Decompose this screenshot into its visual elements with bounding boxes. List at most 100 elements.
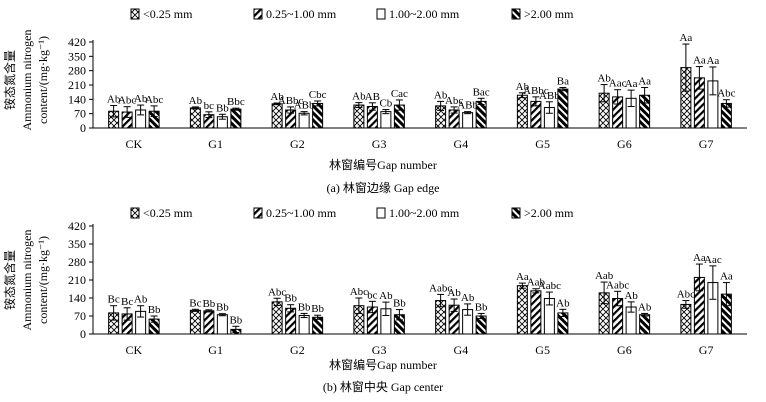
significance-label: Bb: [216, 302, 229, 314]
significance-label: Aa: [516, 271, 529, 283]
significance-label: Bb: [475, 301, 488, 313]
significance-label: Ab: [189, 95, 203, 107]
significance-label: ABbc: [278, 95, 304, 107]
bar: [516, 94, 528, 129]
significance-label: Abc: [118, 95, 136, 107]
significance-label: Aa: [625, 78, 638, 90]
significance-label: Aa: [679, 32, 692, 44]
y-tick-label: 210: [68, 78, 86, 92]
y-tick-label: 0: [80, 121, 86, 135]
bar: [298, 314, 310, 335]
y-tick-label: 210: [68, 273, 86, 287]
y-axis-label-en-2: content/(mg·kg⁻¹): [36, 236, 50, 324]
legend: <0.25 mm 0.25~1.00 mm 1.00~2.00 mm >2.00…: [130, 206, 574, 220]
bar: [312, 102, 324, 129]
panel-b: <0.25 mm 0.25~1.00 mm 1.00~2.00 mm >2.00…: [2, 206, 747, 394]
category-label: G6: [617, 343, 632, 357]
legend-label: >2.00 mm: [524, 7, 574, 21]
significance-label: Abc: [445, 95, 463, 107]
significance-label: Aa: [720, 271, 733, 283]
bar: [298, 112, 310, 129]
legend-label: 0.25~1.00 mm: [266, 7, 337, 21]
category-label: G5: [535, 343, 550, 357]
significance-label: Ab: [270, 91, 284, 103]
significance-label: Ab: [461, 292, 475, 304]
legend-label: <0.25 mm: [143, 7, 193, 21]
significance-label: Bb: [229, 314, 242, 326]
significance-label: Aa: [693, 252, 706, 264]
bar: [530, 290, 542, 335]
category-label: G3: [372, 137, 387, 151]
significance-label: Bb: [298, 301, 311, 313]
significance-label: Ab: [597, 73, 611, 85]
category-label: G3: [372, 343, 387, 357]
legend-label: <0.25 mm: [143, 206, 193, 220]
significance-label: Ab: [379, 290, 393, 302]
significance-label: Bac: [473, 86, 490, 98]
legend-label: 0.25~1.00 mm: [266, 206, 337, 220]
significance-label: Bc: [189, 297, 201, 309]
significance-label: Ab: [624, 290, 638, 302]
category-label: G4: [454, 343, 469, 357]
legend-swatch: [130, 207, 140, 219]
y-tick-label: 140: [68, 92, 86, 106]
y-tick-label: 140: [68, 291, 86, 305]
significance-label: bc: [367, 289, 378, 301]
category-label: G7: [699, 343, 714, 357]
bar: [680, 303, 692, 335]
legend-swatch: [376, 8, 386, 20]
legend-swatch: [253, 207, 263, 219]
significance-label: Abc: [145, 94, 163, 106]
category-label: G1: [208, 343, 223, 357]
significance-label: Bb: [148, 304, 161, 316]
significance-label: Ab: [516, 81, 530, 93]
legend: <0.25 mm 0.25~1.00 mm 1.00~2.00 mm >2.00…: [130, 7, 574, 21]
category-label: G2: [290, 343, 305, 357]
category-label: G6: [617, 137, 632, 151]
category-label: G2: [290, 137, 305, 151]
significance-label: ABb: [457, 100, 478, 112]
significance-label: Ab: [638, 301, 652, 313]
bar: [216, 314, 228, 335]
significance-label: Ab: [134, 93, 148, 105]
significance-label: Bb: [284, 293, 297, 305]
category-label: G1: [208, 137, 223, 151]
significance-label: Bbc: [227, 96, 245, 108]
legend-swatch: [511, 8, 521, 20]
legend-swatch: [253, 8, 263, 20]
y-axis-label-en-1: Ammonium nitrogen: [20, 230, 34, 331]
bar: [475, 100, 487, 129]
bar: [353, 104, 365, 129]
significance-label: ABbc: [523, 85, 549, 97]
y-axis-label-cn: 铵态氮含量: [2, 50, 17, 110]
significance-label: Aabc: [606, 279, 629, 291]
y-tick-label: 0: [80, 327, 86, 341]
significance-label: Bb: [202, 298, 215, 310]
significance-label: ABb: [294, 100, 315, 112]
significance-label: Cbc: [309, 89, 327, 101]
bar: [516, 285, 528, 335]
legend-label: 1.00~2.00 mm: [389, 206, 460, 220]
legend-label: 1.00~2.00 mm: [389, 7, 460, 21]
significance-label: Aabc: [538, 280, 561, 292]
bar: [271, 301, 283, 335]
significance-label: Ab: [134, 294, 148, 306]
significance-label: Aac: [704, 254, 722, 266]
significance-label: Abc: [677, 289, 695, 301]
y-axis-label-en-1: Ammonium nitrogen: [20, 30, 34, 131]
panel-caption: (b) 林窗中央 Gap center: [323, 379, 443, 394]
significance-label: Aa: [693, 55, 706, 67]
x-axis-label: 林窗编号Gap number: [329, 357, 437, 372]
y-tick-label: 280: [68, 64, 86, 78]
significance-label: Ba: [557, 75, 569, 87]
significance-label: Aac: [609, 78, 627, 90]
significance-label: Cb: [379, 98, 392, 110]
y-tick-label: 420: [68, 35, 86, 49]
category-label: CK: [126, 343, 143, 357]
significance-label: Bb: [393, 298, 406, 310]
legend-swatch: [511, 207, 521, 219]
x-axis-label: 林窗编号Gap number: [329, 157, 437, 172]
significance-label: Aab: [595, 270, 614, 282]
panel-a: <0.25 mm 0.25~1.00 mm 1.00~2.00 mm >2.00…: [2, 7, 747, 195]
y-axis-label-en-2: content/(mg·kg⁻¹): [36, 36, 50, 124]
